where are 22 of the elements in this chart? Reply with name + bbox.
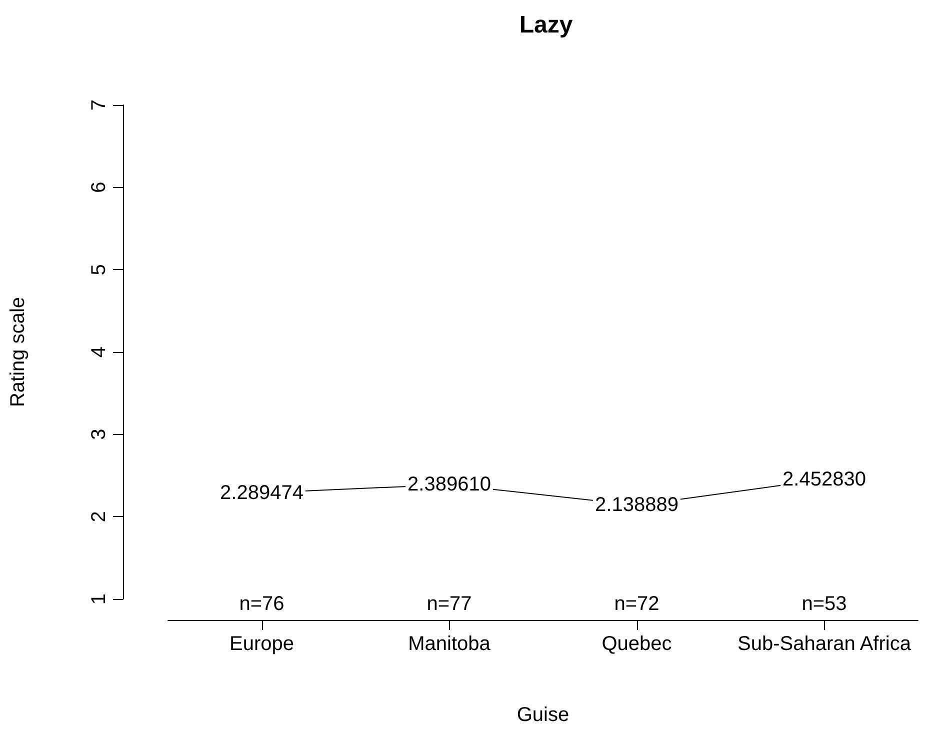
- data-label: 2.389610: [408, 474, 491, 496]
- y-tick-label: 7: [88, 99, 110, 111]
- y-tick-label: 1: [88, 593, 110, 605]
- annotation: n=77: [426, 593, 472, 615]
- x-tick-label: Europe: [230, 633, 294, 655]
- y-tick-label: 6: [88, 182, 110, 193]
- x-tick-label: Sub-Saharan Africa: [738, 633, 912, 655]
- y-tick-label: 5: [88, 264, 110, 276]
- y-tick-label: 4: [88, 346, 110, 358]
- annotation: n=72: [614, 593, 660, 615]
- x-tick-label: Quebec: [602, 633, 672, 655]
- chart-title: Lazy: [519, 12, 574, 38]
- y-tick-label: 2: [88, 511, 110, 522]
- annotation: n=76: [239, 593, 284, 615]
- x-axis-title: Guise: [516, 704, 570, 726]
- x-tick-label: Manitoba: [408, 633, 492, 655]
- annotation: n=53: [802, 593, 847, 615]
- y-axis-title: Rating scale: [7, 296, 29, 408]
- data-label: 2.452830: [782, 468, 866, 490]
- y-tick-label: 3: [88, 428, 110, 440]
- data-label: 2.289474: [220, 482, 304, 504]
- data-label: 2.138889: [595, 494, 678, 516]
